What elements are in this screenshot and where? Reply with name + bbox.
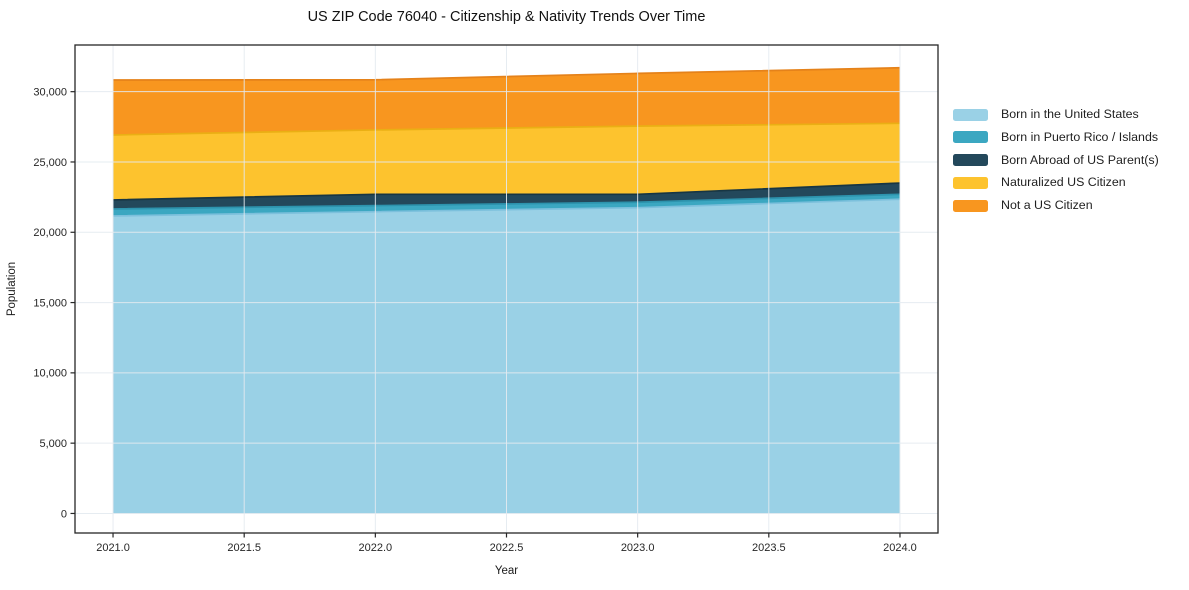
- legend-swatch-icon: [953, 176, 988, 189]
- y-axis-label: Population: [6, 262, 18, 316]
- legend-item-0: Born in the United States: [953, 107, 1159, 122]
- legend-label: Born Abroad of US Parent(s): [1001, 152, 1159, 167]
- legend-swatch-icon: [953, 199, 988, 212]
- legend-label: Not a US Citizen: [1001, 198, 1093, 213]
- legend-label: Naturalized US Citizen: [1001, 175, 1126, 190]
- legend-item-4: Not a US Citizen: [953, 198, 1159, 213]
- x-axis-label: Year: [495, 565, 518, 577]
- y-tick-label: 25,000: [33, 157, 67, 169]
- x-tick-label: 2021.5: [227, 542, 261, 554]
- y-tick-label: 20,000: [33, 227, 67, 239]
- x-tick-label: 2021.0: [96, 542, 130, 554]
- legend-label: Born in the United States: [1001, 107, 1139, 121]
- legend-swatch-icon: [953, 131, 988, 144]
- x-tick-label: 2023.5: [752, 542, 786, 554]
- legend-item-1: Born in Puerto Rico / Islands: [953, 130, 1159, 145]
- y-tick-label: 0: [61, 508, 67, 520]
- legend: Born in the United States Born in Puerto …: [953, 107, 1159, 221]
- legend-item-2: Born Abroad of US Parent(s): [953, 153, 1159, 168]
- legend-label: Born in Puerto Rico / Islands: [1001, 129, 1159, 144]
- y-tick-label: 10,000: [33, 368, 67, 380]
- legend-swatch-icon: [953, 154, 988, 167]
- chart-title: US ZIP Code 76040 - Citizenship & Nativi…: [307, 9, 706, 25]
- x-tick-label: 2023.0: [621, 542, 655, 554]
- y-tick-label: 5,000: [39, 438, 67, 450]
- x-tick-label: 2022.0: [359, 542, 393, 554]
- y-tick-label: 30,000: [33, 86, 67, 98]
- legend-swatch-icon: [953, 108, 988, 121]
- x-tick-label: 2022.5: [490, 542, 524, 554]
- y-tick-label: 15,000: [33, 297, 67, 309]
- legend-item-3: Naturalized US Citizen: [953, 175, 1159, 190]
- x-tick-label: 2024.0: [883, 542, 917, 554]
